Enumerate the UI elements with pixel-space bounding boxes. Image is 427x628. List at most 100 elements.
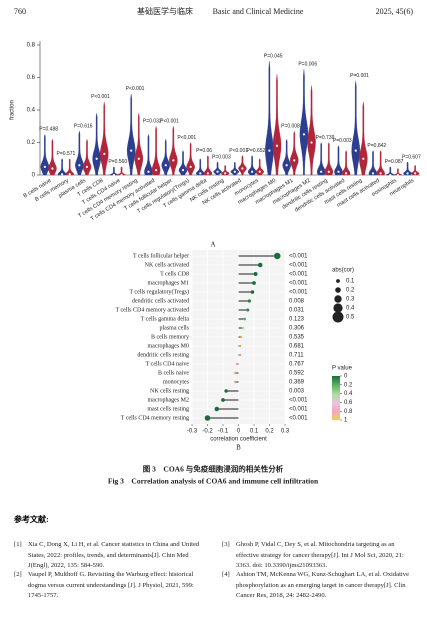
violin [307,85,316,176]
median-dot [302,133,306,136]
violin [410,165,420,176]
p-annotation: P=0.571 [57,151,76,157]
median-dot [189,165,192,168]
point [238,353,242,357]
references-heading: 参考文献: [14,515,49,524]
y-tick-label: 0 [32,173,36,179]
p-annotation: P<0.001 [229,148,248,154]
reference-text: Ghosh P, Vidal C, Dey S, et al. Mitochon… [236,541,404,569]
x-tick-label: -0.2 [202,429,213,435]
median-dot [293,159,296,162]
size-legend-dot [336,279,340,283]
x-tick-label: 0.2 [265,429,274,435]
violin [144,134,153,176]
category-label: mast cells resting [147,406,189,412]
color-tick-label: 1 [344,418,348,424]
violin [92,113,101,176]
p-label: 0.369 [289,380,305,386]
caption-zh: 图 3 COA6 与免疫细胞浸润的相关性分析 [143,464,284,474]
median-dot [241,167,244,170]
median-dot [147,170,150,173]
violin [109,166,119,176]
point [238,344,242,348]
color-legend-title: P value [332,366,353,372]
median-dot [78,164,81,167]
p-annotation: P=0.842 [367,143,386,149]
x-tick-label: 0 [237,429,241,435]
size-legend-dot [335,287,341,293]
violin [220,165,230,176]
violin [82,139,92,176]
p-annotation: P=0.045 [264,54,283,60]
violin [272,74,282,176]
category-label: macrophages M2 [148,397,190,403]
violin [265,61,274,176]
size-legend-dot [332,311,344,323]
p-label: <0.001 [289,398,308,404]
violin [178,150,188,176]
median-dot [61,173,64,176]
violin [334,145,343,176]
violin [213,161,222,176]
violin [134,113,144,176]
median-dot [354,149,357,152]
median-dot [275,144,279,147]
median-dot [406,172,409,175]
size-legend-label: 0.5 [346,315,355,321]
category-label: NK cells activated [145,262,189,268]
point [243,317,247,321]
category-label: B cells memory [151,334,189,340]
point [274,252,281,260]
violin [75,130,84,176]
size-legend-dot [334,295,342,303]
point [246,308,250,312]
violin [57,158,67,176]
violin [196,158,205,176]
reference-label: [1] [14,541,22,548]
median-dot [320,170,323,173]
p-label: 0.003 [289,389,305,395]
category-label: B cells naive [158,370,189,376]
median-dot [164,164,167,167]
category-label: T cells gamma delta [141,316,190,322]
median-dot [154,169,158,172]
violin [299,69,309,176]
reference: [4] Ashton TM, McKenna WG, Kunz-Schughart… [222,570,414,602]
x-axis-label: correlation coefficient [210,437,267,443]
violin [40,134,50,176]
color-tick-label: 0.8 [344,409,353,415]
p-annotation: P=0.006 [298,62,317,68]
median-dot [344,172,348,175]
x-tick-label: 0.1 [250,429,259,435]
category-label: macrophages M1 [148,280,190,286]
median-dot [216,170,219,173]
reference-label: [2] [14,571,22,578]
median-dot [51,167,54,170]
x-tick-label: -0.1 [218,429,229,435]
category-label: dendritic cells resting [137,352,189,358]
violin [341,150,351,176]
category-label: T cells regulatory(Tregs) [129,288,189,295]
color-tick-label: 0.4 [344,391,353,397]
p-label: 0.008 [289,299,305,305]
size-legend-label: 0.3 [346,297,355,303]
reference-text: Vaupel P, Multhoff G. Revisiting the War… [28,571,194,599]
p-label: 0.592 [289,371,305,377]
panel-label: A [210,241,215,249]
category-label: plasma cells [160,325,190,331]
violin [151,126,161,176]
median-dot [251,170,254,173]
p-annotation: P=0.001 [350,73,369,79]
median-dot [268,149,271,152]
median-dot [43,165,46,168]
violin [282,139,291,176]
point [253,272,258,276]
reference-label: [3] [222,541,230,548]
median-dot [362,157,365,160]
violin [290,130,299,176]
p-label: <0.001 [289,281,308,287]
p-annotation: P=0.087 [385,159,404,165]
violin [368,150,378,176]
median-dot [172,159,175,162]
x-tick-label: 0.3 [281,429,290,435]
